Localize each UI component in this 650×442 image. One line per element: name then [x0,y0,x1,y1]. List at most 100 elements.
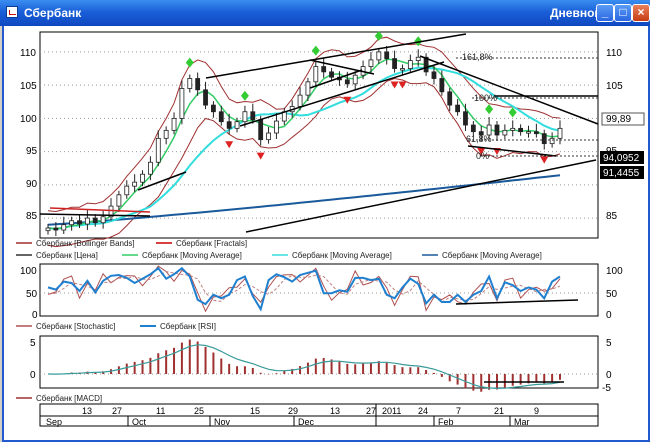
price-bar-body [478,131,484,136]
legend-stochastic: Сбербанк [Stochastic] [36,322,116,331]
price-bar-body [195,78,201,91]
price-bar-body [53,227,59,231]
price-bar-body [486,124,492,136]
osc-tick-left-0: 0 [32,310,38,321]
price-bar-body [313,66,319,83]
price-bar-body [100,216,106,224]
price-bar-body [439,78,445,93]
price-bar-body [132,181,138,187]
legend-bollinger: Сбербанк [Bollinger Bands] [36,239,135,248]
day-label: 25 [194,406,204,416]
ma-mid-line [47,66,561,231]
y-tick-left-90: 90 [26,179,38,190]
day-label: 9 [534,406,539,416]
price-bar-body [124,185,130,196]
legend-price: Сбербанк [Цена] [36,251,98,260]
price-bar-body [84,217,90,225]
price-bar-body [163,129,169,139]
price-bar-body [557,127,563,139]
price-bar-body [140,173,145,183]
fractal-up-marker [374,30,383,41]
y-tick-left-100: 100 [20,114,37,125]
month-label: Sep [46,417,62,427]
minimize-button[interactable]: _ [596,4,614,22]
price-bar-body [494,124,500,136]
day-label: 24 [418,406,428,416]
osc-tick-right-0: 0 [606,310,612,321]
period-label[interactable]: Дневной [550,6,602,20]
fractal-down-marker [343,96,352,104]
macd-histogram [47,339,561,392]
chart-app-icon [6,6,18,18]
price-bar-body [61,224,67,231]
title-bar: Сбербанк Дневной _ □ × [0,0,650,26]
price-bar-body [92,217,98,224]
month-label: Dec [298,417,315,427]
rsi-trendline[interactable] [455,299,579,305]
fractal-down-marker [398,81,407,89]
price-bar-body [533,131,539,135]
fractal-down-marker [390,81,399,89]
fractal-down-marker [225,141,234,149]
osc-tick-right-100: 100 [606,266,623,277]
legend-ma-slow: Сбербанк [Moving Average] [442,251,542,260]
macd-signal-line [47,344,561,390]
day-label: 11 [156,406,165,416]
price-bar-body [400,68,405,71]
y-tick-left-105: 105 [20,81,37,92]
y-tick-right-105: 105 [606,81,623,92]
y-tick-left-95: 95 [26,146,38,157]
day-label: 7 [456,406,461,416]
trendlines[interactable] [39,33,599,233]
day-label: 21 [494,406,504,416]
fractal-down-marker [477,147,486,155]
price-bar-body [376,51,382,61]
price-bar-body [203,89,208,106]
price-bar-body [171,117,177,131]
price-bar-body [384,51,390,59]
price-bar-body [116,194,122,207]
oscillator-panel [39,263,599,317]
macd-tick-right-5: 5 [606,338,612,349]
price-bar-body [179,88,185,119]
fibonacci-levels[interactable] [456,57,598,157]
day-label: 13 [82,406,92,416]
y-tick-right-85: 85 [606,211,618,222]
time-axis [39,403,599,427]
price-bar-body [242,111,248,123]
price-bar-body [392,58,397,69]
osc-tick-left-50: 50 [26,289,38,300]
price-bar-body [455,104,461,113]
price-bar-body [541,133,547,145]
price-bar-body [447,91,453,106]
price-bar-body [297,94,303,107]
macd-legend: Сбербанк [MACD] [16,394,102,403]
price-bar-body [77,220,82,225]
fractal-up-marker [485,104,494,115]
price-bar-body [187,78,193,89]
fractals [185,30,549,164]
legend-rsi: Сбербанк [RSI] [160,322,216,331]
price-bar-body [407,60,413,69]
main-price-panel [39,31,599,239]
y-tick-left-110: 110 [20,48,36,59]
stochastic-line [47,265,561,313]
oscillator-lines [47,265,561,313]
maximize-button[interactable]: □ [614,4,632,22]
osc-tick-left-100: 100 [20,266,37,277]
day-label: 27 [366,406,376,416]
fractal-down-marker [256,152,265,160]
price-bar-body [549,137,555,145]
fractal-up-marker [185,57,194,68]
main-legend: Сбербанк [Bollinger Bands] Сбербанк [Fra… [16,239,542,260]
macd-tick-left-0: 0 [30,370,36,381]
price-bar-body [234,121,240,129]
day-label: 15 [250,406,260,416]
month-label: Feb [438,417,454,427]
legend-macd: Сбербанк [MACD] [36,394,102,403]
macd-tick-right-0: 0 [606,370,612,381]
moving-average-fast [47,58,561,230]
price-bar-body [470,124,476,133]
price-bar-body [226,121,232,129]
